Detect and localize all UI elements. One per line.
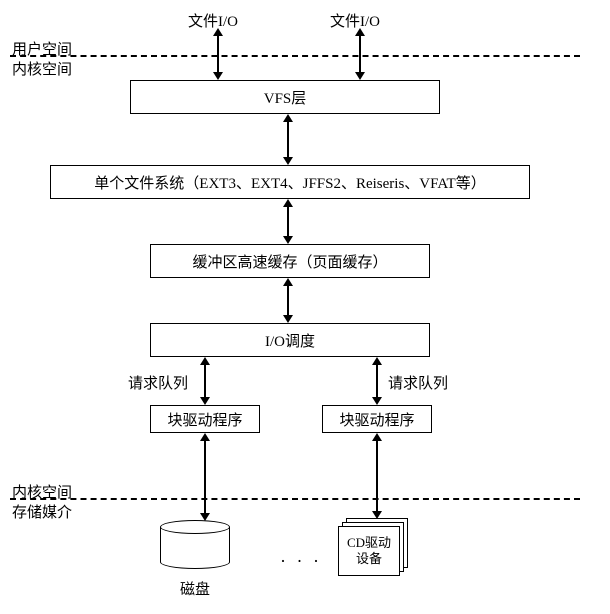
arrow-sched-blk2 bbox=[369, 357, 385, 405]
arrow-vfs-fs bbox=[280, 114, 296, 165]
block-driver-box-1: 块驱动程序 bbox=[150, 405, 260, 433]
filesystem-text: 单个文件系统（EXT3、EXT4、JFFS2、Reiseris、VFAT等） bbox=[94, 172, 485, 193]
block-driver-text-1: 块驱动程序 bbox=[167, 409, 242, 430]
block-driver-box-2: 块驱动程序 bbox=[322, 405, 432, 433]
cache-text: 缓冲区高速缓存（页面缓存） bbox=[192, 251, 387, 272]
request-queue-label-1: 请求队列 bbox=[128, 372, 188, 393]
io-stack-diagram: 文件I/O 文件I/O 用户空间 内核空间 VFS层 单个文件系统（EXT3、E… bbox=[0, 0, 610, 614]
disk-icon bbox=[160, 520, 230, 569]
vfs-layer-box: VFS层 bbox=[130, 80, 440, 114]
io-sched-text: I/O调度 bbox=[265, 330, 315, 351]
vfs-layer-text: VFS层 bbox=[264, 87, 307, 108]
boundary-line-1 bbox=[10, 55, 580, 57]
disk-label: 磁盘 bbox=[180, 578, 210, 599]
cache-box: 缓冲区高速缓存（页面缓存） bbox=[150, 244, 430, 278]
io-sched-box: I/O调度 bbox=[150, 323, 430, 357]
request-queue-label-2: 请求队列 bbox=[388, 372, 448, 393]
arrow-blk2-cd bbox=[369, 433, 385, 519]
arrow-fileio-2 bbox=[352, 28, 368, 80]
storage-medium-label: 存储媒介 bbox=[12, 501, 72, 522]
cd-drive-text: CD驱动 设备 bbox=[347, 535, 391, 566]
boundary-line-2 bbox=[10, 498, 580, 500]
block-driver-text-2: 块驱动程序 bbox=[339, 409, 414, 430]
arrow-sched-blk1 bbox=[197, 357, 213, 405]
arrow-fs-cache bbox=[280, 199, 296, 244]
kernel-space-label-1: 内核空间 bbox=[12, 58, 72, 79]
filesystem-box: 单个文件系统（EXT3、EXT4、JFFS2、Reiseris、VFAT等） bbox=[50, 165, 530, 199]
arrow-fileio-1 bbox=[210, 28, 226, 80]
arrow-cache-sched bbox=[280, 278, 296, 323]
cd-drive-icon: CD驱动 设备 bbox=[338, 518, 416, 580]
dots-label: · · · bbox=[280, 551, 322, 572]
arrow-blk1-disk bbox=[197, 433, 213, 521]
